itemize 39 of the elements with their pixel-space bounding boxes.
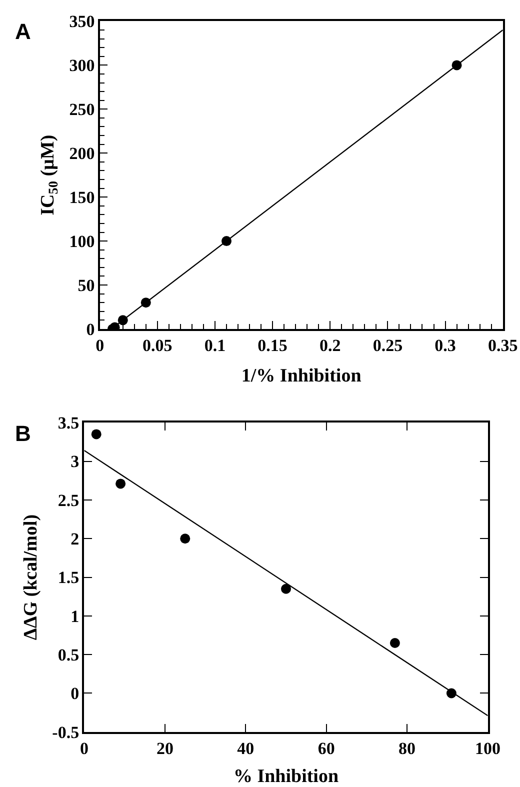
y-tick-label: 2: [70, 530, 80, 549]
point: [116, 478, 126, 489]
y-tick-label: 0.5: [58, 646, 80, 665]
x-tick-label: 0.35: [488, 336, 518, 356]
x-tick-label: 60: [318, 739, 335, 758]
y-tick-label: 3: [70, 452, 80, 472]
y-tick-label: 200: [69, 144, 95, 164]
y-tick-label: 0: [86, 320, 95, 339]
y-tick-label: 50: [78, 276, 95, 295]
point: [91, 429, 102, 440]
x-tick-label: 100: [475, 739, 501, 758]
y-tick-label: 3.5: [58, 414, 80, 433]
x-tick-label: 0.15: [258, 336, 288, 356]
point: [390, 638, 400, 648]
x-tick-label: 40: [237, 739, 254, 758]
y-tick-label: 250: [69, 100, 95, 120]
x-tick-label: 0.05: [142, 336, 172, 356]
x-tick-label: 20: [156, 739, 174, 758]
point: [281, 584, 291, 594]
y-tick-label: 2.5: [58, 490, 80, 510]
x-tick-label: 0.2: [320, 336, 341, 356]
y-tick-label: 100: [69, 232, 95, 251]
x-tick-label: 0.1: [204, 336, 226, 356]
x-axis-title: % Inhibition: [233, 766, 339, 787]
y-tick-label: -0.5: [52, 722, 80, 742]
y-tick-label: 1: [70, 606, 80, 626]
x-tick-label: 0.3: [434, 336, 456, 356]
y-axis-title: ΔΔG (kcal/mol): [20, 514, 42, 640]
point: [180, 534, 190, 544]
x-tick-label: 0.25: [372, 336, 403, 356]
chart-title: A: [15, 19, 31, 44]
y-tick-label: 150: [69, 188, 95, 208]
x-tick-label: 80: [398, 739, 416, 758]
y-tick-label: 0: [70, 684, 80, 704]
y-tick-label: 300: [69, 56, 95, 76]
chart-title: B: [15, 421, 31, 446]
x-axis-title: 1/% Inhibition: [241, 365, 362, 386]
y-tick-label: 1.5: [58, 568, 80, 588]
y-tick-label: 350: [69, 12, 95, 32]
